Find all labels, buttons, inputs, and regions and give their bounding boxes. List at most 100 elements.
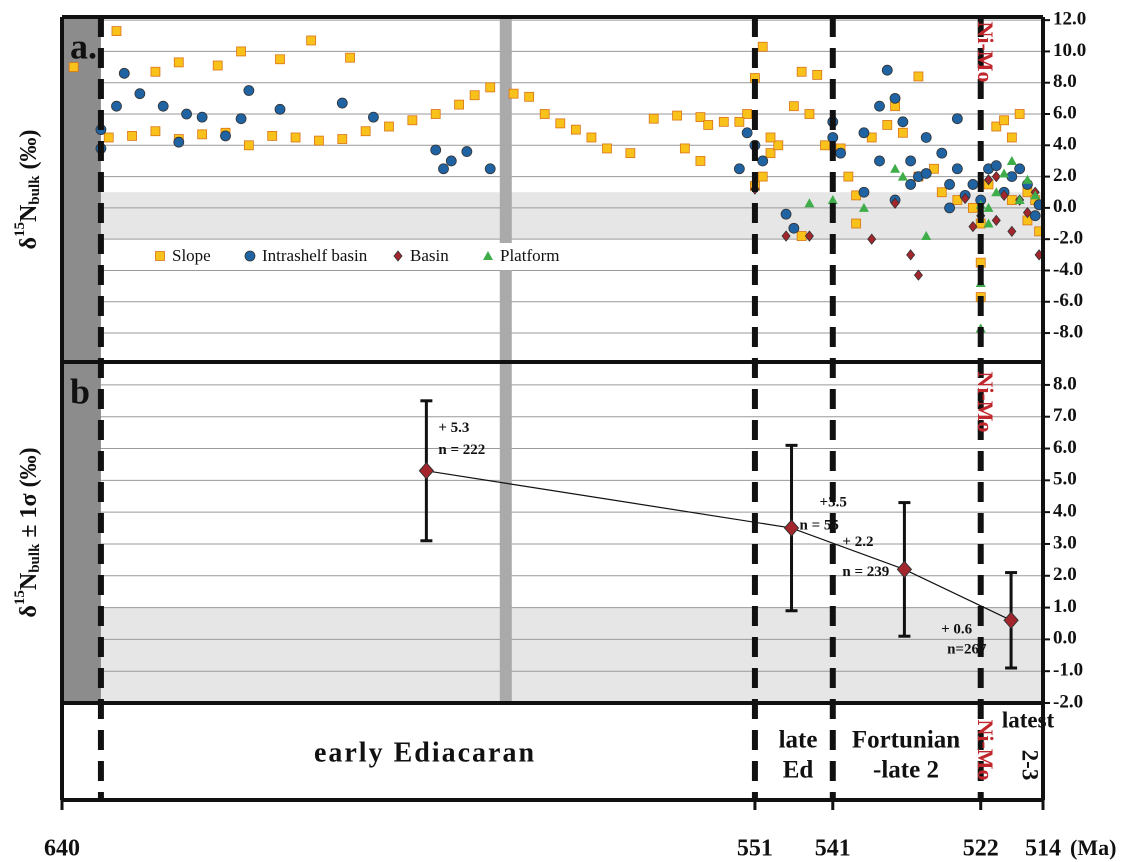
y-tick-label: 8.0	[1053, 373, 1077, 394]
slope-point	[586, 132, 597, 143]
slope-point	[111, 26, 122, 36]
slope-point	[127, 131, 137, 141]
slope-point	[734, 116, 745, 127]
y-tick-label: 6.0	[1053, 102, 1077, 123]
intrashelf-point	[134, 88, 146, 100]
trend-line	[426, 470, 1012, 621]
slope-point	[539, 109, 550, 119]
slope-point	[851, 218, 862, 229]
x-tick-label: 551	[737, 836, 773, 862]
legend-label: Intrashelf basin	[262, 246, 368, 265]
y-tick-label: 0.0	[1053, 196, 1077, 217]
slope-point	[454, 99, 464, 110]
slope-point	[314, 135, 324, 146]
intrashelf-point	[951, 113, 963, 125]
legend-marker	[393, 250, 403, 262]
intrashelf-point	[788, 222, 800, 234]
mean-point	[418, 462, 435, 480]
intrashelf-point	[944, 202, 955, 214]
basin-point	[999, 189, 1009, 202]
mean-point	[783, 519, 800, 537]
slope-point	[765, 148, 776, 159]
legend-marker	[244, 250, 256, 262]
y-axis-label-part: bulk	[27, 175, 43, 205]
n-label: n = 222	[438, 442, 485, 458]
intrashelf-point	[243, 85, 255, 96]
basin-point	[991, 170, 1001, 183]
slope-point	[1006, 195, 1017, 205]
intrashelf-point	[336, 97, 348, 109]
x-tick-label: 522	[963, 836, 999, 862]
slope-point	[384, 121, 394, 132]
slope-point	[968, 202, 978, 213]
intrashelf-point	[990, 160, 1002, 172]
slope-point	[197, 129, 208, 140]
y-axis-label: δ15Nbulk (‰)	[12, 130, 43, 250]
period-label: latest	[1002, 707, 1055, 732]
y-tick-label: 4.0	[1053, 134, 1077, 155]
y-tick-label: -2.0	[1053, 228, 1083, 249]
y-tick-label: 4.0	[1053, 501, 1077, 522]
y-tick-label: 2.0	[1053, 564, 1077, 585]
slope-point	[757, 41, 768, 52]
slope-point	[796, 66, 807, 77]
slope-point	[648, 113, 659, 124]
intrashelf-point	[1014, 163, 1026, 175]
slope-point	[173, 57, 184, 68]
intrashelf-point	[430, 144, 442, 156]
platform-point	[897, 171, 908, 181]
intrashelf-point	[889, 92, 901, 104]
shaded-band	[62, 607, 1043, 703]
platform-point	[999, 168, 1010, 178]
slope-point	[695, 156, 706, 166]
legend-label: Platform	[500, 246, 560, 265]
n-label: n = 239	[842, 564, 889, 580]
y-axis-label: δ15Nbulk ± 1σ (‰)	[12, 447, 43, 617]
intrashelf-point	[858, 186, 870, 198]
slope-point	[796, 231, 807, 241]
n-label: n = 55	[800, 517, 839, 533]
slope-point	[1006, 132, 1017, 143]
intrashelf-point	[484, 163, 496, 175]
slope-point	[679, 143, 690, 154]
platform-point	[1022, 174, 1033, 184]
intrashelf-point	[196, 111, 208, 123]
intrashelf-point	[944, 179, 955, 190]
slope-point	[243, 140, 254, 151]
slope-point	[625, 148, 636, 159]
slope-point	[788, 101, 799, 112]
slope-point	[820, 140, 830, 151]
y-tick-label: 10.0	[1053, 40, 1086, 61]
intrashelf-point	[235, 113, 247, 125]
y-axis-label-part: N	[16, 204, 42, 222]
slope-point	[290, 132, 301, 143]
platform-point	[921, 231, 932, 241]
slope-point	[150, 66, 161, 77]
intrashelf-point	[220, 130, 231, 142]
y-axis-label-part: bulk	[27, 543, 43, 573]
slope-point	[843, 171, 854, 182]
slope-point	[306, 35, 317, 46]
x-axis-label: (Ma)	[1070, 835, 1116, 860]
basin-point	[960, 192, 970, 205]
platform-point	[827, 195, 838, 205]
slope-point	[757, 171, 768, 182]
slope-point	[469, 90, 480, 101]
basin-point	[1022, 206, 1032, 219]
ni-mo-label: Ni-Mo	[973, 719, 998, 780]
slope-point	[103, 132, 114, 143]
period-label: Ed	[783, 757, 814, 784]
y-tick-label: -1.0	[1053, 660, 1083, 681]
slope-point	[485, 82, 496, 93]
slope-point	[212, 60, 223, 71]
intrashelf-point	[173, 136, 185, 148]
period-label: early Ediacaran	[314, 737, 536, 768]
y-tick-label: -6.0	[1053, 290, 1083, 311]
y-tick-label: 12.0	[1053, 8, 1086, 29]
legend-marker	[155, 251, 165, 261]
slope-point	[804, 109, 815, 119]
y-tick-label: 8.0	[1053, 71, 1077, 92]
slope-point	[672, 110, 682, 121]
period-label: -late 2	[873, 757, 939, 784]
